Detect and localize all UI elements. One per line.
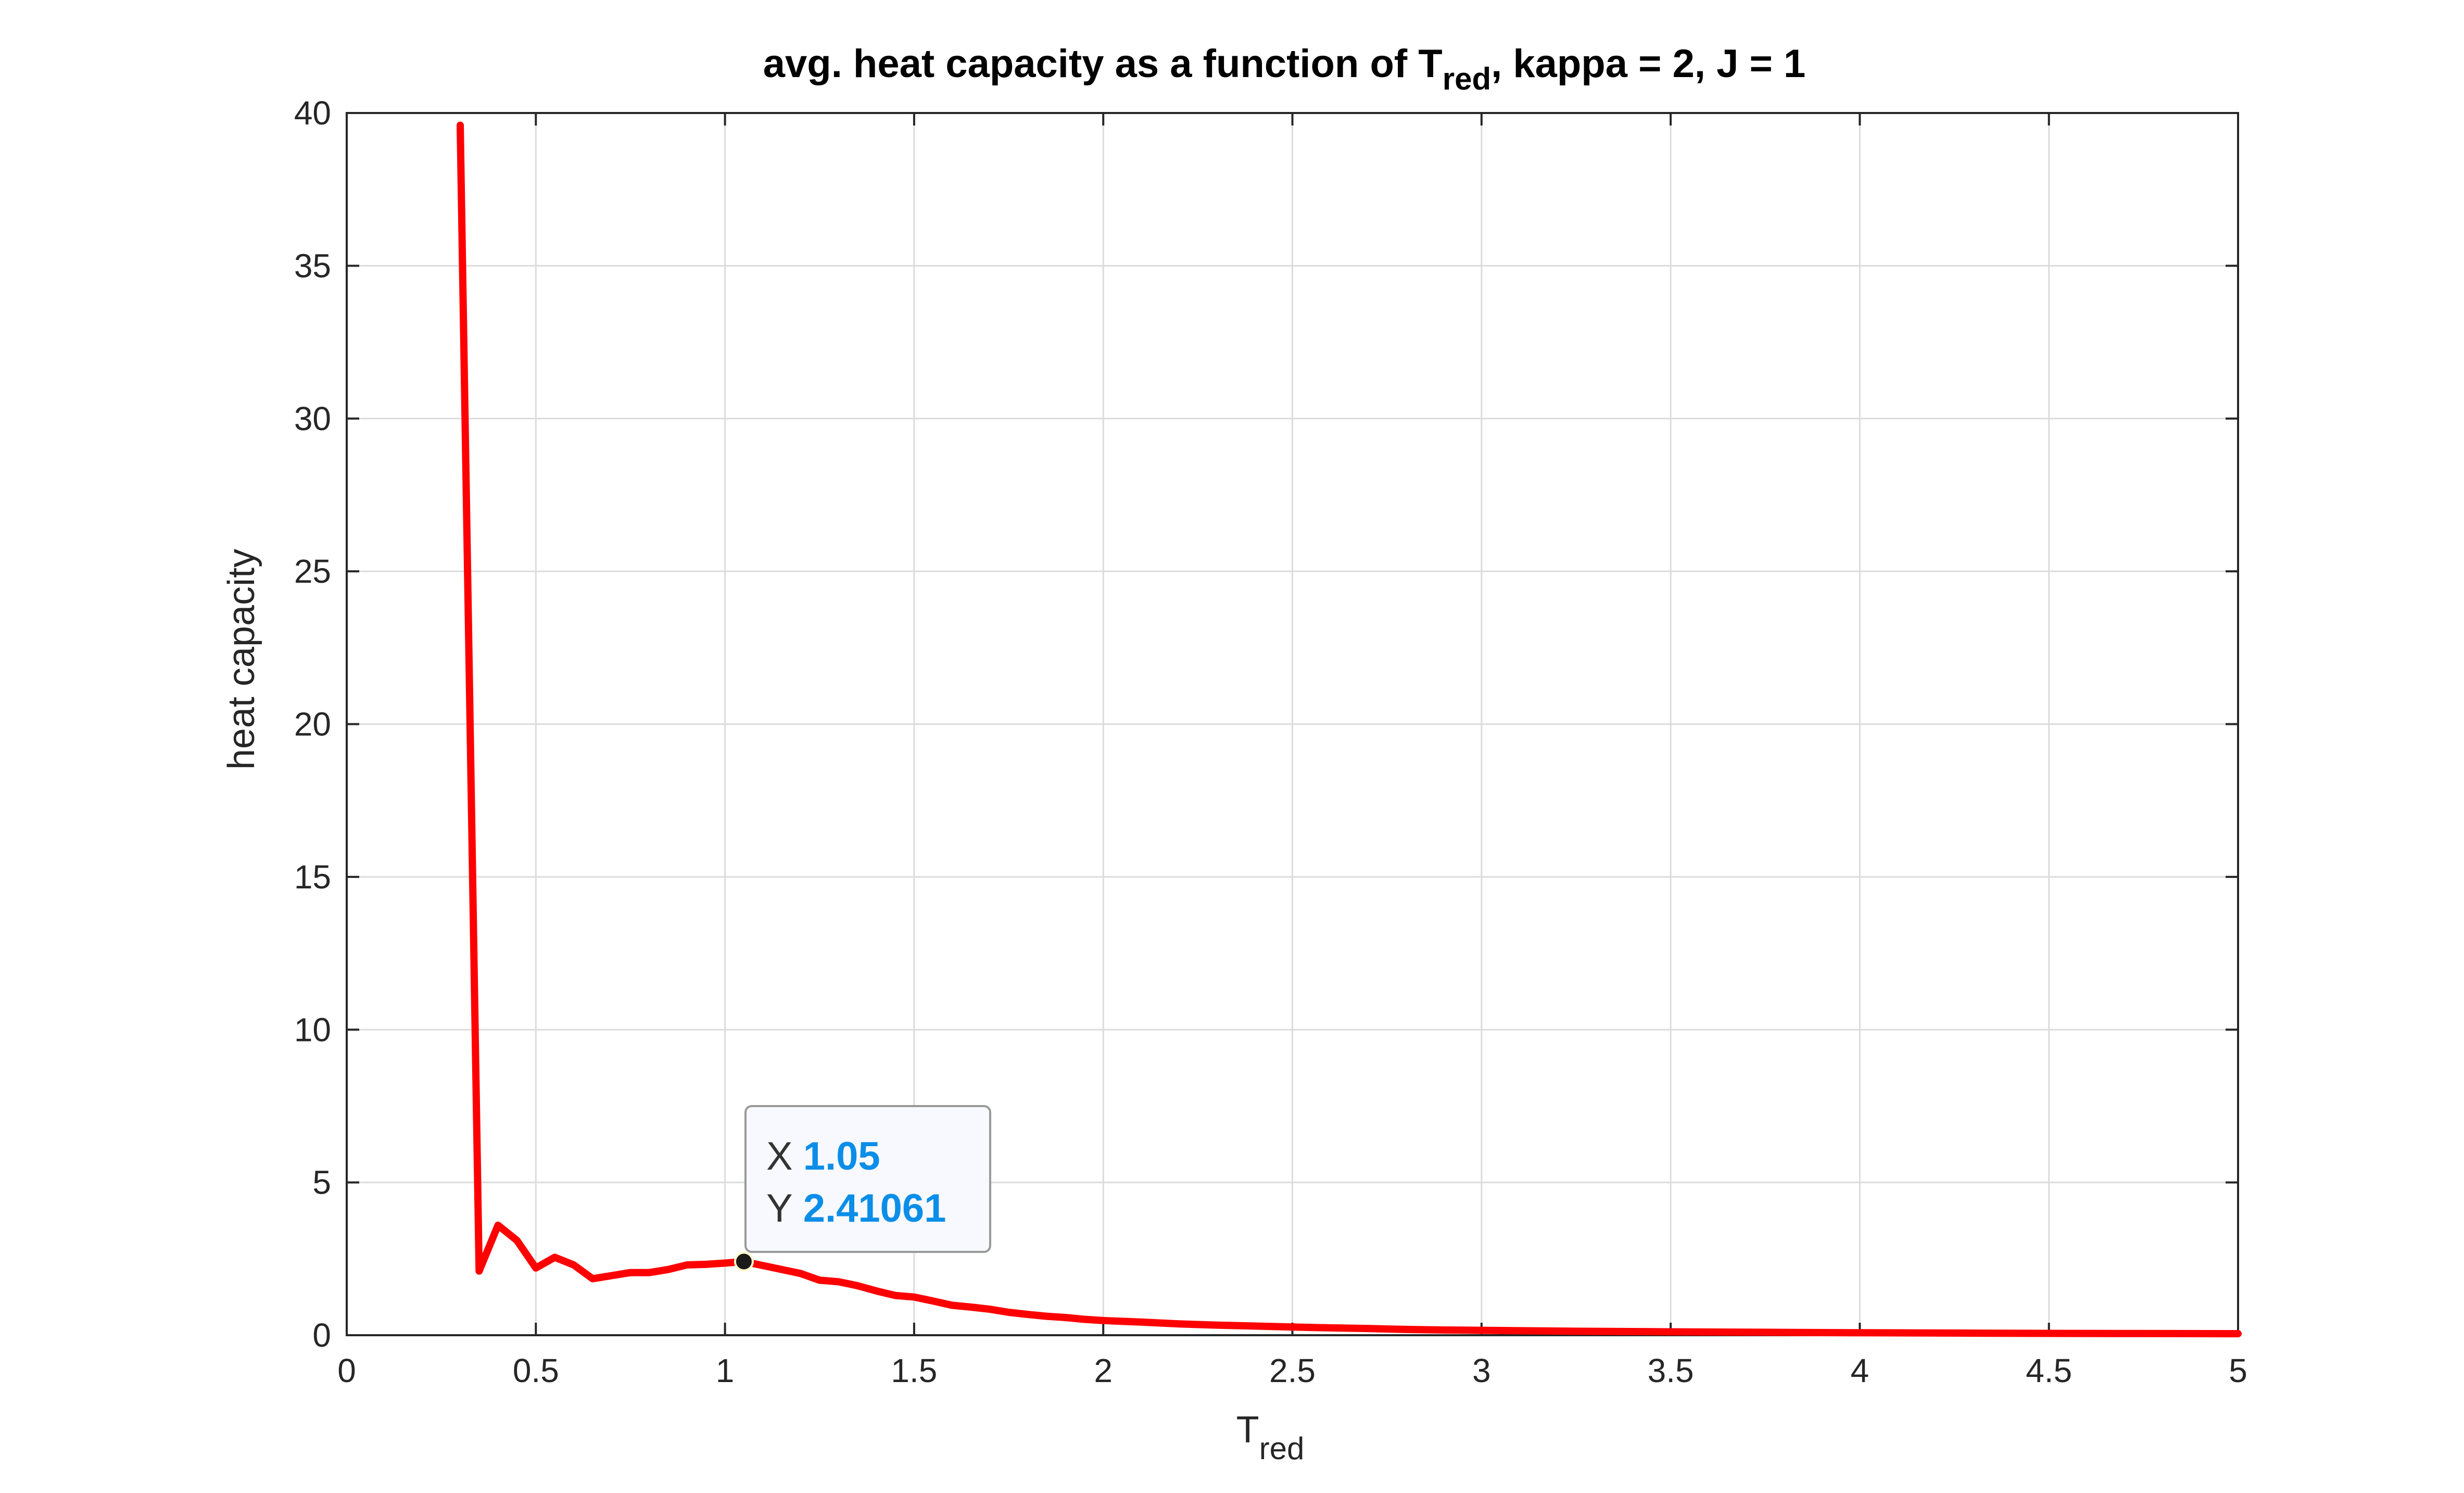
y-tick-label: 15 [294, 858, 331, 896]
x-axis-label: Tred [1236, 1409, 1305, 1466]
x-tick-label: 2.5 [1269, 1352, 1316, 1389]
x-tick-label: 2 [1094, 1352, 1113, 1389]
chart-title-subscript: red [1443, 61, 1491, 96]
y-tick-label: 10 [294, 1011, 331, 1048]
data-tip-y-value: 2.41061 [803, 1186, 946, 1231]
x-tick-label: 1 [716, 1352, 735, 1389]
y-tick-label: 5 [312, 1164, 331, 1201]
y-tick-label: 35 [294, 247, 331, 284]
y-axis-label: heat capacity [221, 549, 262, 770]
data-tip-y: Y 2.41061 [766, 1186, 946, 1231]
x-tick-label: 0 [337, 1352, 356, 1389]
x-tick-label: 3.5 [1648, 1352, 1694, 1389]
data-tip-y-key: Y [766, 1186, 793, 1231]
x-tick-label: 5 [2229, 1352, 2247, 1389]
data-tip[interactable]: X 1.05 Y 2.41061 [734, 1105, 991, 1272]
y-tick-label: 40 [294, 94, 331, 132]
data-tip-x-key: X [766, 1134, 793, 1178]
data-tip-marker[interactable] [734, 1251, 754, 1272]
y-tick-labels: 0 5 10 15 20 25 30 35 40 [294, 94, 331, 1354]
x-axis-label-subscript: red [1259, 1431, 1305, 1466]
heat-capacity-line[interactable] [457, 121, 2242, 1338]
y-tick-label: 0 [312, 1316, 331, 1354]
x-tick-label: 3 [1472, 1352, 1491, 1389]
chart-title: avg. heat capacity as a function of Tred… [763, 42, 1806, 96]
data-tip-box [744, 1105, 991, 1253]
x-tick-label: 1.5 [891, 1352, 937, 1389]
y-tick-label: 20 [294, 706, 331, 743]
x-tick-label: 4 [1851, 1352, 1869, 1389]
y-tick-label: 25 [294, 553, 331, 590]
x-tick-labels: 0 0.5 1 1.5 2 2.5 3 3.5 4 4.5 5 [337, 1352, 2247, 1389]
x-tick-label: 4.5 [2026, 1352, 2072, 1389]
grid [347, 113, 2238, 1335]
y-tick-label: 30 [294, 400, 331, 437]
x-tick-label: 0.5 [513, 1352, 559, 1389]
data-tip-x-value: 1.05 [803, 1134, 880, 1178]
data-tip-x: X 1.05 [766, 1134, 880, 1178]
